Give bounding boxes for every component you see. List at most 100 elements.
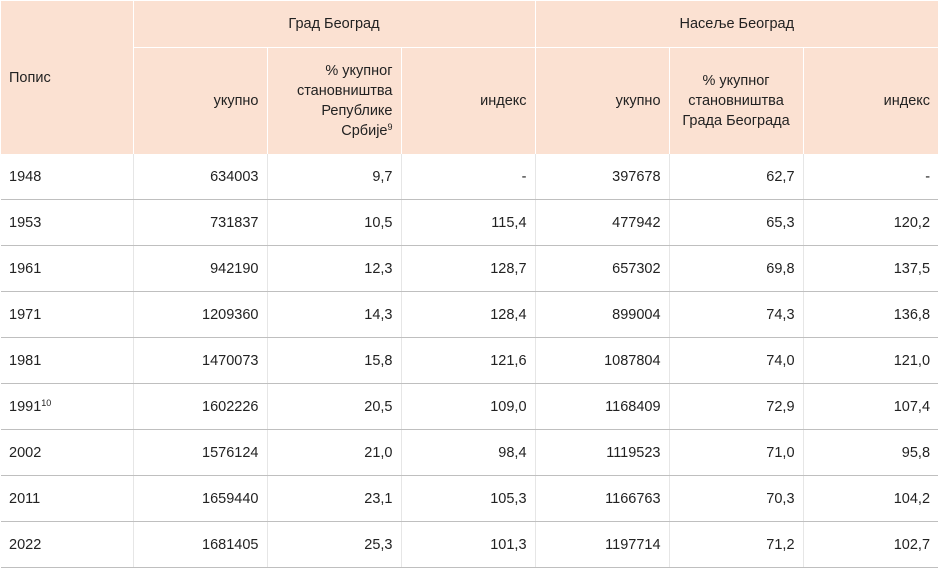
year-value: 2002 xyxy=(9,444,42,461)
header-popis: Попис xyxy=(1,1,133,154)
g1-total-cell: 1681405 xyxy=(132,521,267,568)
g2-index-cell: 121,0 xyxy=(802,337,939,384)
table-row: 1948 634003 9,7-397678 62,7- xyxy=(1,154,939,200)
footnote-10: 10 xyxy=(41,397,52,408)
year-cell: 199110 xyxy=(1,383,133,430)
header-g1-share-line: % укупног xyxy=(325,63,393,79)
table-row: 1953 731837 10,5 115,4 477942 65,3 120,2 xyxy=(1,199,939,246)
g1-share-cell: 15,8 xyxy=(266,337,401,384)
header-g1-share-line: Републике xyxy=(321,103,393,119)
table-row: 199110 1602226 20,5 109,0 1168409 72,9 107,4 xyxy=(1,383,939,430)
g2-index-cell: 104,2 xyxy=(802,475,939,522)
year-cell: 2011 xyxy=(1,475,133,522)
table-header: Попис Град Београд Насеље Београд укупно… xyxy=(1,1,939,154)
g1-share-cell: 20,5 xyxy=(266,383,401,430)
g2-total-cell: 1168409 xyxy=(534,383,670,430)
g1-index-cell: 105,3 xyxy=(400,475,536,522)
year-value: 1948 xyxy=(9,168,42,185)
year-cell: 2022 xyxy=(1,521,133,568)
g1-share-cell: 21,0 xyxy=(266,429,401,476)
g2-share-cell: 71,2 xyxy=(668,521,804,568)
header-g1-total: укупно xyxy=(132,47,267,154)
g2-index-cell: 102,7 xyxy=(802,521,939,568)
g1-total-cell: 731837 xyxy=(132,199,267,246)
g1-total-cell: 634003 xyxy=(132,154,267,200)
year-cell: 1981 xyxy=(1,337,133,384)
header-group-row: Попис Град Београд Насеље Београд xyxy=(1,1,939,154)
year-value: 2022 xyxy=(9,536,42,553)
g1-index-cell: 101,3 xyxy=(400,521,536,568)
g1-index-cell: 109,0 xyxy=(400,383,536,430)
g2-total-cell: 397678 xyxy=(534,154,670,200)
year-cell: 1948 xyxy=(1,154,133,200)
table-row: 1961 942190 12,3 128,7 657302 69,8 137,5 xyxy=(1,245,939,292)
g1-total-cell: 1576124 xyxy=(132,429,267,476)
g1-share-cell: 12,3 xyxy=(266,245,401,292)
g2-index-cell: - xyxy=(802,154,939,200)
table-row: 2002 1576124 21,0 98,4 1119523 71,0 95,8 xyxy=(1,429,939,476)
g2-share-cell: 62,7 xyxy=(668,154,804,200)
g2-share-cell: 74,3 xyxy=(668,291,804,338)
g2-index-cell: 136,8 xyxy=(802,291,939,338)
table-row: 2022 1681405 25,3 101,3 1197714 71,2 102,7 xyxy=(1,521,939,568)
header-g2-share-text: % укупног становништва Града Београда xyxy=(682,71,789,131)
header-grad-beograd: Град Београд xyxy=(132,1,536,48)
g2-total-cell: 657302 xyxy=(534,245,670,292)
g2-share-cell: 71,0 xyxy=(668,429,804,476)
header-g1-index: индекс xyxy=(400,47,536,154)
table-body: 1948 634003 9,7-397678 62,7-1953 731837 10,5 1… xyxy=(1,154,939,568)
table-row: 1981 1470073 15,8 121,6 1087804 74,0 121,0 xyxy=(1,337,939,384)
g1-share-cell: 9,7 xyxy=(266,154,401,200)
header-g2-share-line: становништва xyxy=(688,93,784,109)
g2-total-cell: 1087804 xyxy=(534,337,670,384)
g2-share-cell: 70,3 xyxy=(668,475,804,522)
g2-total-cell: 1166763 xyxy=(534,475,670,522)
header-g2-share-line: Града Београда xyxy=(682,113,790,129)
header-sub-row: укупно % укупног становништва Републике … xyxy=(1,47,939,154)
header-g2-total: укупно xyxy=(534,47,670,154)
g2-total-cell: 1197714 xyxy=(534,521,670,568)
g1-share-cell: 25,3 xyxy=(266,521,401,568)
year-cell: 1971 xyxy=(1,291,133,338)
year-cell: 1953 xyxy=(1,199,133,246)
g2-total-cell: 477942 xyxy=(534,199,670,246)
g1-total-cell: 1602226 xyxy=(132,383,267,430)
g2-share-cell: 65,3 xyxy=(668,199,804,246)
g2-index-cell: 95,8 xyxy=(802,429,939,476)
year-cell: 1961 xyxy=(1,245,133,292)
year-value: 1971 xyxy=(9,306,42,323)
year-value: 1961 xyxy=(9,260,42,277)
table-row: 2011 1659440 23,1 105,3 1166763 70,3 104,2 xyxy=(1,475,939,522)
header-g1-share-line: Србије xyxy=(341,123,388,139)
g2-total-cell: 1119523 xyxy=(534,429,670,476)
year-value: 1953 xyxy=(9,214,42,231)
header-g1-share-line: становништва xyxy=(296,83,393,99)
g2-index-cell: 107,4 xyxy=(802,383,939,430)
header-g1-share-text: % укупног становништва Републике Србије9 xyxy=(297,61,393,141)
g1-index-cell: 98,4 xyxy=(400,429,536,476)
header-g2-share: % укупног становништва Града Београда xyxy=(668,47,804,154)
g1-total-cell: 942190 xyxy=(132,245,267,292)
g1-share-cell: 10,5 xyxy=(266,199,401,246)
g2-share-cell: 69,8 xyxy=(668,245,804,292)
g1-index-cell: - xyxy=(400,154,536,200)
g1-total-cell: 1209360 xyxy=(132,291,267,338)
g1-index-cell: 121,6 xyxy=(400,337,536,384)
year-value: 2011 xyxy=(9,490,41,507)
footnote-9: 9 xyxy=(387,122,393,132)
header-g2-index: индекс xyxy=(802,47,939,154)
year-value: 1981 xyxy=(9,352,42,369)
header-g2-share-line: % укупног xyxy=(702,73,770,89)
year-value: 1991 xyxy=(9,398,42,415)
g1-index-cell: 115,4 xyxy=(400,199,536,246)
g1-share-cell: 23,1 xyxy=(266,475,401,522)
g1-index-cell: 128,7 xyxy=(400,245,536,292)
g2-total-cell: 899004 xyxy=(534,291,670,338)
g1-share-cell: 14,3 xyxy=(266,291,401,338)
g2-share-cell: 72,9 xyxy=(668,383,804,430)
table-row: 1971 1209360 14,3 128,4 899004 74,3 136,8 xyxy=(1,291,939,338)
g2-index-cell: 120,2 xyxy=(802,199,939,246)
g2-share-cell: 74,0 xyxy=(668,337,804,384)
year-cell: 2002 xyxy=(1,429,133,476)
